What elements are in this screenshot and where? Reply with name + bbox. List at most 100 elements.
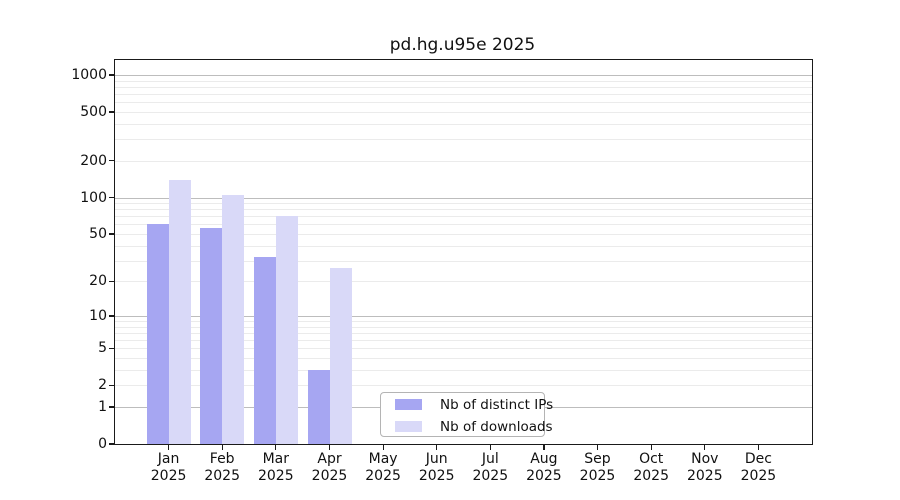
- y-tick-label-1000: 1000: [71, 67, 107, 83]
- gridline-minor-7: [115, 332, 812, 334]
- legend-swatch-downloads: [395, 421, 422, 432]
- legend-label-distinct-ips: Nb of distinct IPs: [440, 396, 554, 413]
- y-tick-50: [108, 233, 114, 235]
- legend-label-downloads: Nb of downloads: [440, 418, 553, 435]
- gridline-major-10: [115, 315, 812, 317]
- x-label-year: 2025: [472, 468, 509, 484]
- x-label-month: Dec: [744, 451, 772, 467]
- gridline-minor-800: [115, 86, 812, 88]
- gridline-major-100: [115, 197, 812, 199]
- legend-item-downloads: Nb of downloads: [381, 416, 553, 437]
- x-tick-label-jan: Jan 2025: [134, 451, 204, 485]
- x-tick-jan: [168, 445, 170, 451]
- x-tick-label-apr: Apr 2025: [295, 451, 365, 485]
- x-label-year: 2025: [740, 468, 777, 484]
- x-tick-may: [382, 445, 384, 451]
- gridline-minor-700: [115, 94, 812, 95]
- legend-item-distinct-ips: Nb of distinct IPs: [381, 394, 553, 415]
- y-tick-label-0: 0: [98, 436, 107, 452]
- x-label-month: Mar: [262, 451, 289, 467]
- y-tick-label-1: 1: [98, 399, 107, 415]
- x-label-month: Apr: [317, 451, 342, 467]
- y-tick-200: [108, 160, 114, 162]
- x-label-year: 2025: [150, 468, 187, 484]
- x-tick-label-jun: Jun 2025: [402, 451, 472, 485]
- x-tick-apr: [328, 445, 331, 451]
- x-label-month: Aug: [530, 451, 558, 467]
- x-label-month: Nov: [691, 451, 719, 467]
- x-tick-jun: [436, 445, 438, 451]
- legend: Nb of distinct IPs Nb of downloads: [380, 392, 553, 437]
- y-tick-20: [108, 280, 114, 283]
- x-tick-label-dec: Dec 2025: [723, 451, 793, 485]
- bar-apr-distinct-ips: [307, 370, 330, 444]
- bar-apr-downloads: [329, 268, 352, 444]
- x-label-year: 2025: [579, 468, 616, 484]
- x-label-year: 2025: [257, 468, 294, 484]
- gridline-minor-70: [115, 216, 812, 218]
- x-tick-sep: [596, 445, 599, 451]
- gridline-minor-600: [115, 102, 812, 104]
- gridline-minor-8: [115, 326, 812, 328]
- x-label-month: May: [368, 451, 398, 467]
- gridline-minor-200: [115, 160, 812, 162]
- x-tick-oct: [650, 445, 652, 451]
- gridline-minor-5: [115, 348, 812, 350]
- x-label-year: 2025: [204, 468, 240, 484]
- gridline-minor-6: [115, 340, 812, 342]
- y-tick-label-500: 500: [80, 104, 107, 120]
- y-tick-label-200: 200: [80, 152, 107, 169]
- y-tick-label-10: 10: [89, 307, 107, 324]
- gridline-minor-50: [115, 234, 812, 235]
- gridline-minor-40: [115, 245, 812, 247]
- y-tick-500: [108, 111, 114, 113]
- gridline-minor-90: [115, 203, 812, 205]
- x-label-year: 2025: [686, 468, 723, 484]
- y-tick-label-100: 100: [80, 189, 107, 206]
- bar-mar-downloads: [275, 216, 298, 444]
- x-label-month: Jun: [425, 451, 448, 467]
- chart-title: pd.hg.u95e 2025: [389, 35, 536, 55]
- bar-mar-distinct-ips: [253, 257, 276, 444]
- gridline-minor-60: [115, 224, 812, 226]
- x-label-year: 2025: [311, 468, 348, 484]
- y-tick-label-5: 5: [98, 340, 107, 357]
- x-label-month: Sep: [584, 451, 611, 467]
- x-tick-mar: [275, 445, 277, 451]
- bar-jan-distinct-ips: [146, 224, 169, 444]
- gridline-major-1000: [115, 75, 812, 76]
- y-tick-label-50: 50: [89, 226, 107, 242]
- legend-swatch-distinct-ips: [395, 399, 422, 410]
- x-label-month: Jul: [481, 451, 499, 467]
- x-tick-nov: [704, 445, 706, 451]
- gridline-minor-2: [115, 385, 812, 387]
- y-tick-1000: [108, 74, 114, 76]
- gridline-minor-9: [115, 321, 812, 322]
- y-tick-100: [108, 196, 114, 199]
- x-tick-label-mar: Mar 2025: [241, 451, 311, 485]
- x-label-month: Oct: [639, 451, 664, 467]
- y-tick-2: [108, 384, 114, 386]
- x-tick-label-oct: Oct 2025: [616, 451, 686, 485]
- gridline-minor-500: [115, 112, 812, 113]
- x-label-month: Jan: [157, 451, 180, 467]
- y-tick-5: [108, 347, 114, 349]
- x-tick-label-aug: Aug 2025: [509, 451, 579, 485]
- gridline-minor-30: [115, 260, 812, 262]
- gridline-minor-3: [115, 370, 812, 371]
- x-label-month: Feb: [209, 451, 235, 467]
- x-label-year: 2025: [418, 468, 455, 484]
- y-tick-label-2: 2: [98, 377, 107, 394]
- x-tick-jul: [489, 445, 491, 451]
- x-tick-label-feb: Feb 2025: [187, 451, 257, 485]
- y-tick-10: [108, 315, 114, 317]
- plot-area: 0 1 2 5 10 20 50 100 200 500 1000 Jan 2025 Feb 2025 Mar…: [71, 59, 813, 484]
- x-label-year: 2025: [365, 468, 401, 484]
- x-tick-feb: [221, 445, 223, 451]
- bar-jan-downloads: [168, 179, 191, 444]
- bar-feb-distinct-ips: [200, 228, 223, 444]
- x-tick-label-jul: Jul 2025: [455, 451, 525, 485]
- gridline-minor-20: [115, 281, 812, 283]
- x-tick-label-nov: Nov 2025: [670, 451, 740, 485]
